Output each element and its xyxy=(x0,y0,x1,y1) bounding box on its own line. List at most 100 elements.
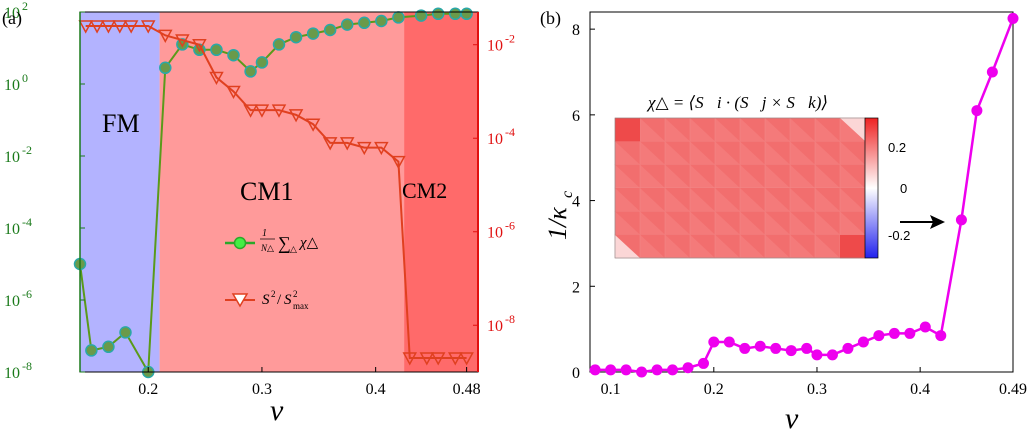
series-kappa-point xyxy=(801,342,813,354)
a-ltick-label: 10 xyxy=(4,149,20,166)
a-rtick-label: 10 xyxy=(487,38,503,55)
b-ytick-label: 6 xyxy=(572,108,580,125)
inset-tri xyxy=(640,234,665,258)
inset-formula: χ△ = ⟨S⃗i · (S⃗j × S⃗k)⟩ xyxy=(646,93,828,112)
inset-tri xyxy=(715,211,740,235)
inset-tri xyxy=(715,188,740,212)
series-S2-point xyxy=(243,104,258,118)
series-S2-point xyxy=(339,137,355,151)
svg-text:N△: N△ xyxy=(260,243,274,253)
legend-a: 1 N△ ∑ △ χ△ S 2 / S 2 max xyxy=(225,228,319,311)
series-kappa-point xyxy=(826,349,838,361)
a-xtick-label: 0.3 xyxy=(252,381,272,398)
series-kappa-point xyxy=(697,357,709,369)
legend-s2-marker xyxy=(231,293,249,308)
inset-tri xyxy=(765,211,790,235)
svg-text:2: 2 xyxy=(271,289,276,299)
series-chi-point xyxy=(460,7,473,21)
series-kappa-line xyxy=(595,17,1015,374)
series-kappa-point xyxy=(620,364,632,376)
series-chi-point xyxy=(375,14,388,28)
inset-tri xyxy=(815,188,840,212)
a-ltick-label: 10 xyxy=(4,221,20,238)
panel-b-ylabel: 1/κ c xyxy=(543,191,576,240)
series-kappa-point xyxy=(754,340,766,352)
inset-tri xyxy=(690,234,715,258)
legend-chi-marker xyxy=(233,236,247,250)
series-kappa-point xyxy=(955,214,967,226)
svg-text:χ△: χ△ xyxy=(298,235,319,251)
series-S2-point xyxy=(192,38,207,53)
series-kappa-point xyxy=(589,364,601,376)
region-label-fm: FM xyxy=(102,109,140,138)
b-xtick-label: 0.49 xyxy=(999,381,1027,398)
inset-tri xyxy=(740,141,765,165)
svg-text:S: S xyxy=(262,292,270,308)
inset-tri xyxy=(840,188,865,212)
panel-a-label: (a) xyxy=(2,8,22,29)
b-ytick-label: 0 xyxy=(572,365,580,382)
series-kappa-point xyxy=(919,321,931,333)
series-S2-point xyxy=(288,109,304,123)
inset-tri xyxy=(740,188,765,212)
series-chi-point xyxy=(255,56,269,69)
inset-colorbar xyxy=(864,117,879,259)
inset-tri xyxy=(665,211,690,235)
series-chi-point xyxy=(210,43,223,57)
b-xtick-label: 0.1 xyxy=(601,381,621,398)
series-kappa-point xyxy=(888,327,900,339)
series-chi-point xyxy=(414,9,428,22)
series-S2-point xyxy=(140,20,156,34)
a-xtick-label: 0.2 xyxy=(138,381,158,398)
inset-tri xyxy=(790,118,815,142)
series-kappa-point xyxy=(785,345,797,357)
inset-tri xyxy=(640,141,665,165)
inset-cell-accent xyxy=(840,235,865,259)
inset-tri xyxy=(790,234,815,258)
series-kappa-point xyxy=(723,336,735,348)
series-S2-point xyxy=(322,137,338,151)
inset-tri xyxy=(615,211,640,235)
series-S2-point xyxy=(254,104,270,118)
inset-tri xyxy=(615,188,640,212)
inset-arrow-head xyxy=(930,215,945,229)
series-chi-point xyxy=(431,7,445,21)
inset-tri xyxy=(715,141,740,165)
inset-tri xyxy=(740,118,765,142)
region-cm1 xyxy=(159,12,405,372)
panel-b-ticks: 0.1 0.2 0.3 0.4 0.49 0 2 4 6 8 xyxy=(572,22,1027,398)
svg-text:1/κ: 1/κ xyxy=(543,207,572,240)
inset-tri xyxy=(640,164,665,188)
series-chi-point xyxy=(272,38,286,51)
series-S2-point xyxy=(101,20,116,34)
inset-tri xyxy=(690,188,715,212)
svg-text:/: / xyxy=(277,292,282,308)
series-chi-point xyxy=(340,18,354,31)
a-ltick-label: 10 xyxy=(4,5,20,22)
series-S2-point xyxy=(209,71,224,86)
series-S2-point xyxy=(271,104,287,118)
series-kappa-point xyxy=(842,342,854,354)
series-S2-point xyxy=(459,352,474,366)
a-ltick-label: 10 xyxy=(4,77,20,94)
series-chi-point xyxy=(227,48,240,62)
series-kappa-point xyxy=(811,349,823,361)
panel-b-xlabel: ν xyxy=(785,402,799,434)
inset: χ△ = ⟨S⃗i · (S⃗j × S⃗k)⟩ 0.2 0 -0.2 xyxy=(614,93,945,259)
series-chi-point xyxy=(323,23,337,37)
inset-tri xyxy=(715,234,740,258)
panel-b-label: (b) xyxy=(540,8,561,29)
a-xtick-label: 0.48 xyxy=(453,381,481,398)
inset-tri xyxy=(690,118,715,142)
inset-tri xyxy=(840,211,865,235)
inset-tri xyxy=(690,164,715,188)
inset-tri xyxy=(815,234,840,258)
inset-tri xyxy=(690,211,715,235)
inset-tri xyxy=(715,118,740,142)
svg-text:max: max xyxy=(293,301,309,311)
a-ltick-label: 10 xyxy=(4,293,20,310)
series-chi-point xyxy=(392,11,405,24)
series-S2-point xyxy=(123,20,139,34)
